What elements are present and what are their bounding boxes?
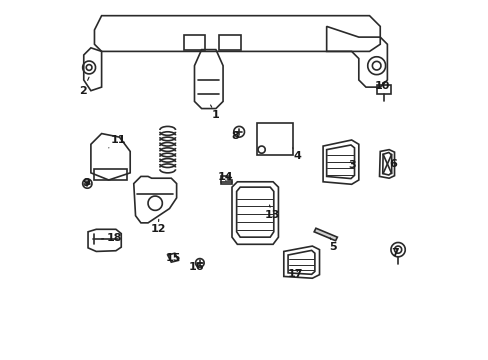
Text: 1: 1 <box>210 105 219 120</box>
Text: 14: 14 <box>218 172 233 182</box>
Text: 17: 17 <box>287 269 303 279</box>
Polygon shape <box>313 228 337 241</box>
Bar <box>183 35 205 50</box>
Text: 6: 6 <box>388 159 396 169</box>
Text: 2: 2 <box>79 77 89 96</box>
Text: 12: 12 <box>150 219 165 234</box>
Bar <box>257 123 292 155</box>
Text: 5: 5 <box>328 238 336 252</box>
Text: 16: 16 <box>188 262 203 272</box>
Text: 18: 18 <box>102 233 122 243</box>
Bar <box>219 35 241 50</box>
Bar <box>376 85 390 94</box>
Text: 11: 11 <box>108 135 126 148</box>
Bar <box>94 169 126 180</box>
Text: 8: 8 <box>231 131 239 141</box>
Text: 9: 9 <box>82 177 90 188</box>
Text: 7: 7 <box>391 248 399 257</box>
Text: 13: 13 <box>264 205 280 220</box>
Text: 10: 10 <box>374 81 389 91</box>
Text: 3: 3 <box>347 159 355 170</box>
Text: 4: 4 <box>292 148 301 161</box>
Text: 15: 15 <box>165 253 181 263</box>
